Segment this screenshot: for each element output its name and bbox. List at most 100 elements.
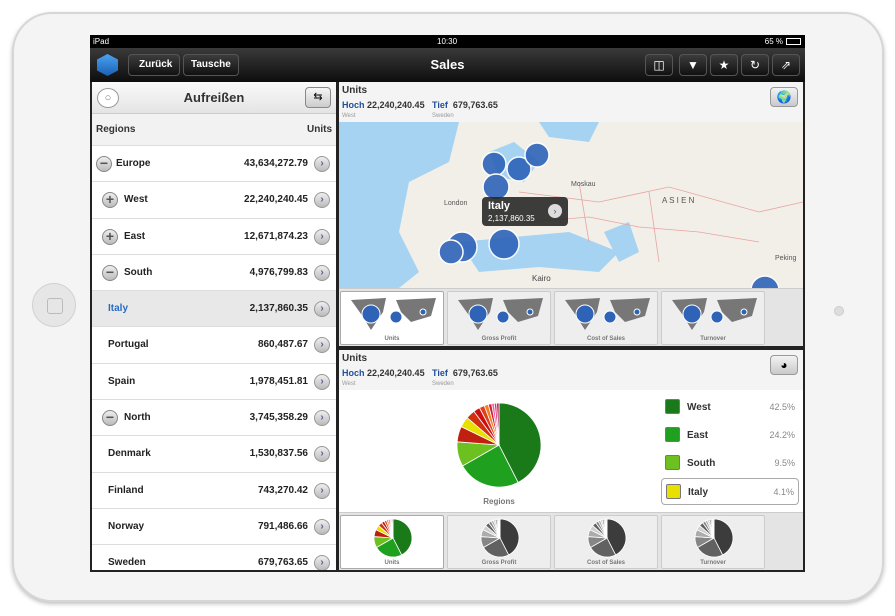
share-icon[interactable]: ⇗ [772,54,800,76]
thumbnail-label: Cost of Sales [586,336,625,342]
row-label: North [124,412,151,424]
row-label: East [124,230,146,242]
map-bubble [750,275,780,288]
chevron-right-icon[interactable]: › [314,337,330,354]
high-label: Hoch [342,368,365,378]
list-item[interactable]: Spain 1,978,451.81 › [92,363,336,401]
list-item[interactable]: Finland 743,270.42 › [92,472,336,509]
camera [834,306,844,316]
app-logo-icon[interactable] [97,54,118,76]
legend-item[interactable]: Italy 4.1% [661,478,799,505]
legend-label: East [687,430,709,441]
thumbnail-gross-profit[interactable]: Gross Profit [447,291,551,345]
refresh-icon[interactable]: ↻ [741,54,769,76]
list-item[interactable]: − South 4,976,799.83 › [92,254,336,292]
pie-thumbnail-icon [480,518,520,558]
thumbnail-turnover[interactable]: Turnover [661,515,765,569]
list-item[interactable]: Portugal 860,487.67 › [92,327,336,364]
pie-slice [499,518,520,556]
row-label: Norway [108,520,145,532]
column-header: Regions Units [92,114,336,146]
pie-slice [605,518,608,539]
thumbnail-units[interactable]: Units [340,291,444,345]
expand-icon[interactable]: + [102,228,118,245]
chevron-right-icon[interactable]: › [314,156,330,172]
thumbnail-turnover[interactable]: Turnover [661,291,765,345]
collapse-icon[interactable]: − [102,410,118,427]
panel-title: Aufreißen [183,90,245,105]
chevron-right-icon[interactable]: › [314,518,330,535]
search-icon[interactable]: ○ [97,88,119,108]
swap-button[interactable]: Tausche [183,54,239,76]
map-thumbnail-icon [565,298,650,330]
legend-swatch [665,399,680,414]
thumbnail-units[interactable]: Units [340,515,444,569]
filter-icon[interactable]: ▼ [679,54,707,76]
list-item[interactable]: − Europe 43,634,272.79 › [92,146,336,183]
high-sub: West [342,381,356,387]
row-label: Portugal [108,339,149,351]
low-value: 679,763.65 [452,100,498,110]
chevron-right-icon[interactable]: › [314,264,330,281]
row-label: Europe [116,158,151,169]
map-callout[interactable]: Italy 2,137,860.35 › [482,197,568,226]
list-item[interactable]: Denmark 1,530,837.56 › [92,436,336,473]
legend-item[interactable]: East 24.2% [661,422,799,449]
row-value: 791,486.66 [257,520,308,532]
list-item[interactable]: Sweden 679,763.65 › [92,545,336,570]
row-value: 12,671,874.23 [244,230,308,242]
legend-label: West [687,402,711,413]
list-item[interactable]: Italy 2,137,860.35 › [92,291,336,328]
chevron-right-icon[interactable]: › [314,192,330,209]
legend-item[interactable]: West 42.5% [661,394,799,421]
list-item[interactable]: − North 3,745,358.29 › [92,400,336,437]
collapse-icon[interactable]: − [102,264,118,281]
battery-icon [786,38,801,45]
device-label: iPad [93,37,110,46]
chevron-right-icon[interactable]: › [314,482,330,499]
pie-slice [498,518,501,539]
col-regions: Regions [96,124,136,135]
row-value: 679,763.65 [257,557,308,569]
map-bubble [506,156,532,182]
layout-icon[interactable]: ◫ [645,54,673,76]
back-button[interactable]: Zurück [128,54,181,76]
home-button[interactable] [32,283,76,327]
chevron-right-icon[interactable]: › [314,555,330,570]
globe-icon[interactable]: 🌍 [770,87,798,107]
row-label: West [124,194,148,206]
low-label: Tief [432,100,448,110]
legend-item[interactable]: South 9.5% [661,450,799,477]
expand-icon[interactable]: + [102,192,118,209]
col-units: Units [307,124,332,135]
thumbnail-cost-of-sales[interactable]: Cost of Sales [554,291,658,345]
chevron-right-icon[interactable]: › [314,410,330,427]
chevron-right-icon[interactable]: › [314,228,330,245]
swap-axes-button[interactable]: ⇆ [305,87,331,108]
row-label: Finland [108,484,144,496]
thumbnail-cost-of-sales[interactable]: Cost of Sales [554,515,658,569]
pie-thumbnail-icon [694,518,734,558]
chevron-right-icon[interactable]: › [314,373,330,390]
drilldown-panel: ○ Aufreißen ⇆ Regions Units − Europe 43,63… [92,82,336,570]
row-value: 743,270.42 [257,484,308,496]
list-item[interactable]: Norway 791,486.66 › [92,508,336,546]
low-sub: Sweden [432,381,454,387]
legend-percent: 24.2% [769,430,795,440]
list-item[interactable]: + East 12,671,874.23 › [92,218,336,255]
pie-chart-icon[interactable]: ◕ [770,355,798,375]
row-value: 43,634,272.79 [244,158,308,169]
row-label: Spain [108,375,136,387]
pie-chart[interactable] [449,395,549,495]
star-icon[interactable]: ★ [710,54,738,76]
list-item[interactable]: + West 22,240,240.45 › [92,182,336,219]
chevron-right-icon[interactable]: › [314,446,330,463]
thumbnail-label: Units [384,560,400,566]
map[interactable]: London Moskau A S I E N Kairo Peking [339,122,803,288]
callout-detail-icon[interactable]: › [548,204,562,218]
collapse-icon[interactable]: − [96,156,112,172]
chevron-right-icon[interactable]: › [314,301,330,318]
legend-percent: 9.5% [774,458,795,468]
thumbnail-gross-profit[interactable]: Gross Profit [447,515,551,569]
high-value: 22,240,240.45 [367,368,425,378]
